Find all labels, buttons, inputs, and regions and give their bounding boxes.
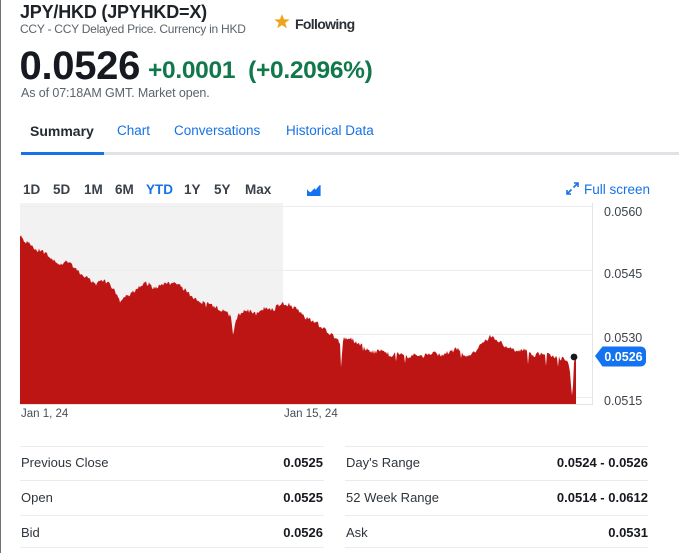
- svg-text:0.0526: 0.0526: [604, 350, 642, 364]
